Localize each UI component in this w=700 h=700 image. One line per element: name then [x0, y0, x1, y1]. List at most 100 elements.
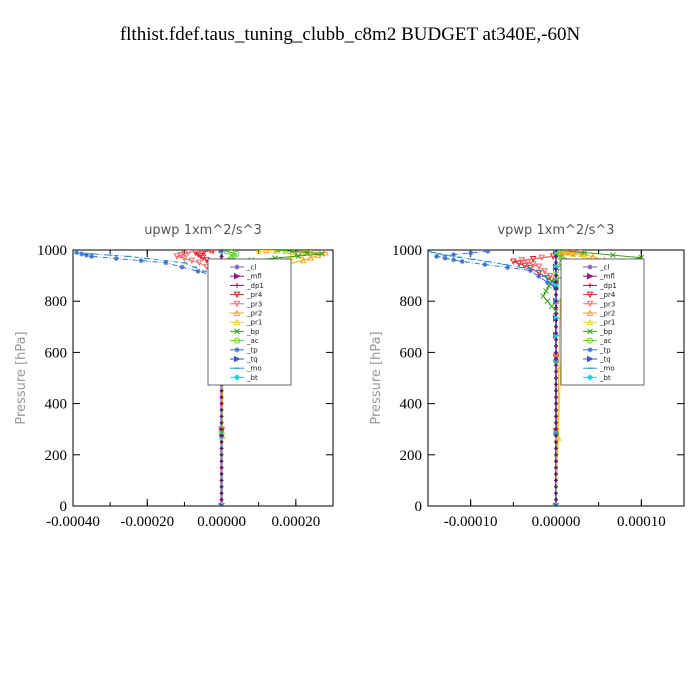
center-marker [553, 458, 559, 464]
center-marker [553, 356, 559, 362]
data-point [299, 256, 307, 264]
legend-box [560, 258, 645, 386]
legend-label: _bt [246, 374, 258, 382]
center-marker [553, 318, 559, 323]
data-point [564, 250, 571, 256]
center-marker [553, 273, 559, 278]
legend-marker [586, 318, 594, 326]
data-point [518, 257, 526, 264]
center-marker [219, 388, 224, 394]
legend-marker [233, 318, 241, 326]
data-point [223, 250, 230, 255]
data-point [554, 434, 562, 441]
data-point [538, 254, 546, 262]
center-marker [553, 420, 559, 426]
center-marker [219, 426, 224, 432]
legend-label: _cl [246, 264, 256, 272]
legend-label: _pr4 [246, 291, 263, 299]
data-point [195, 268, 201, 274]
panel-1: upwp 1xm^2/s^3 Pressure [hPa] 0 200 400 600 80… [14, 223, 334, 530]
legend-marker [234, 337, 240, 344]
data-point [79, 251, 85, 257]
y-tick-label: 400 [400, 397, 423, 413]
center-marker [553, 446, 559, 451]
legend-marker [233, 300, 241, 308]
legend-marker [587, 272, 594, 280]
legend-marker [234, 272, 241, 280]
center-marker [219, 401, 224, 406]
data-point [558, 250, 565, 255]
data-point [196, 250, 202, 256]
center-marker [553, 286, 559, 291]
data-point [485, 250, 491, 254]
data-point [527, 264, 534, 272]
plot-frame [72, 249, 334, 507]
center-marker [553, 478, 559, 483]
legend-marker [234, 328, 240, 335]
data-point [322, 250, 329, 256]
legend-marker [587, 282, 593, 288]
data-point [547, 273, 554, 280]
data-point [540, 293, 547, 299]
legend-marker [587, 347, 593, 353]
center-marker [553, 375, 559, 381]
data-point [272, 250, 280, 254]
center-marker [219, 478, 224, 483]
center-marker [553, 250, 559, 253]
y-tick-label: 1000 [392, 243, 422, 259]
center-marker [219, 439, 224, 445]
legend-label: _mfl [246, 273, 262, 281]
data-point [289, 250, 295, 255]
data-point [197, 252, 204, 260]
legend-label: _dp1 [246, 282, 264, 290]
data-point [451, 252, 457, 258]
center-marker [553, 254, 559, 259]
data-point [255, 250, 263, 253]
center-marker [553, 407, 559, 413]
center-marker [553, 305, 559, 310]
center-marker [553, 279, 559, 285]
legend-marker [586, 374, 594, 381]
data-point [459, 259, 465, 265]
data-point [177, 252, 185, 259]
data-point [569, 250, 577, 257]
center-marker [553, 337, 559, 342]
data-point [451, 257, 457, 263]
data-point [442, 255, 448, 261]
data-point [181, 250, 188, 258]
legend-label: _pr1 [599, 319, 615, 327]
y-tick-label: 200 [400, 448, 423, 464]
center-marker [219, 433, 224, 438]
legend-marker [233, 291, 241, 299]
legend-label: _cl [599, 264, 609, 272]
center-marker [553, 382, 559, 387]
data-point [84, 252, 90, 258]
legend-marker [234, 282, 240, 288]
data-point [610, 252, 616, 258]
y-tick-label: 400 [45, 397, 68, 413]
data-point [434, 253, 440, 259]
center-marker [553, 497, 559, 502]
data-point [208, 250, 213, 255]
data-point [295, 253, 302, 259]
center-marker [219, 254, 224, 259]
center-marker [553, 350, 559, 355]
legend-label: _tp [246, 346, 258, 354]
center-marker [553, 362, 559, 368]
data-point [544, 279, 550, 285]
legend-marker [586, 291, 594, 299]
data-point [505, 264, 511, 270]
center-marker [219, 414, 224, 419]
center-marker [553, 465, 559, 470]
data-point [138, 258, 144, 264]
center-marker [553, 484, 559, 490]
data-point [195, 259, 203, 267]
center-marker [219, 484, 224, 490]
center-marker [219, 471, 224, 477]
center-marker [553, 439, 559, 445]
x-tick-label: 0.00000 [532, 514, 581, 530]
data-point [185, 250, 192, 257]
data-point [548, 303, 555, 310]
y-tick-label: 600 [400, 345, 423, 361]
